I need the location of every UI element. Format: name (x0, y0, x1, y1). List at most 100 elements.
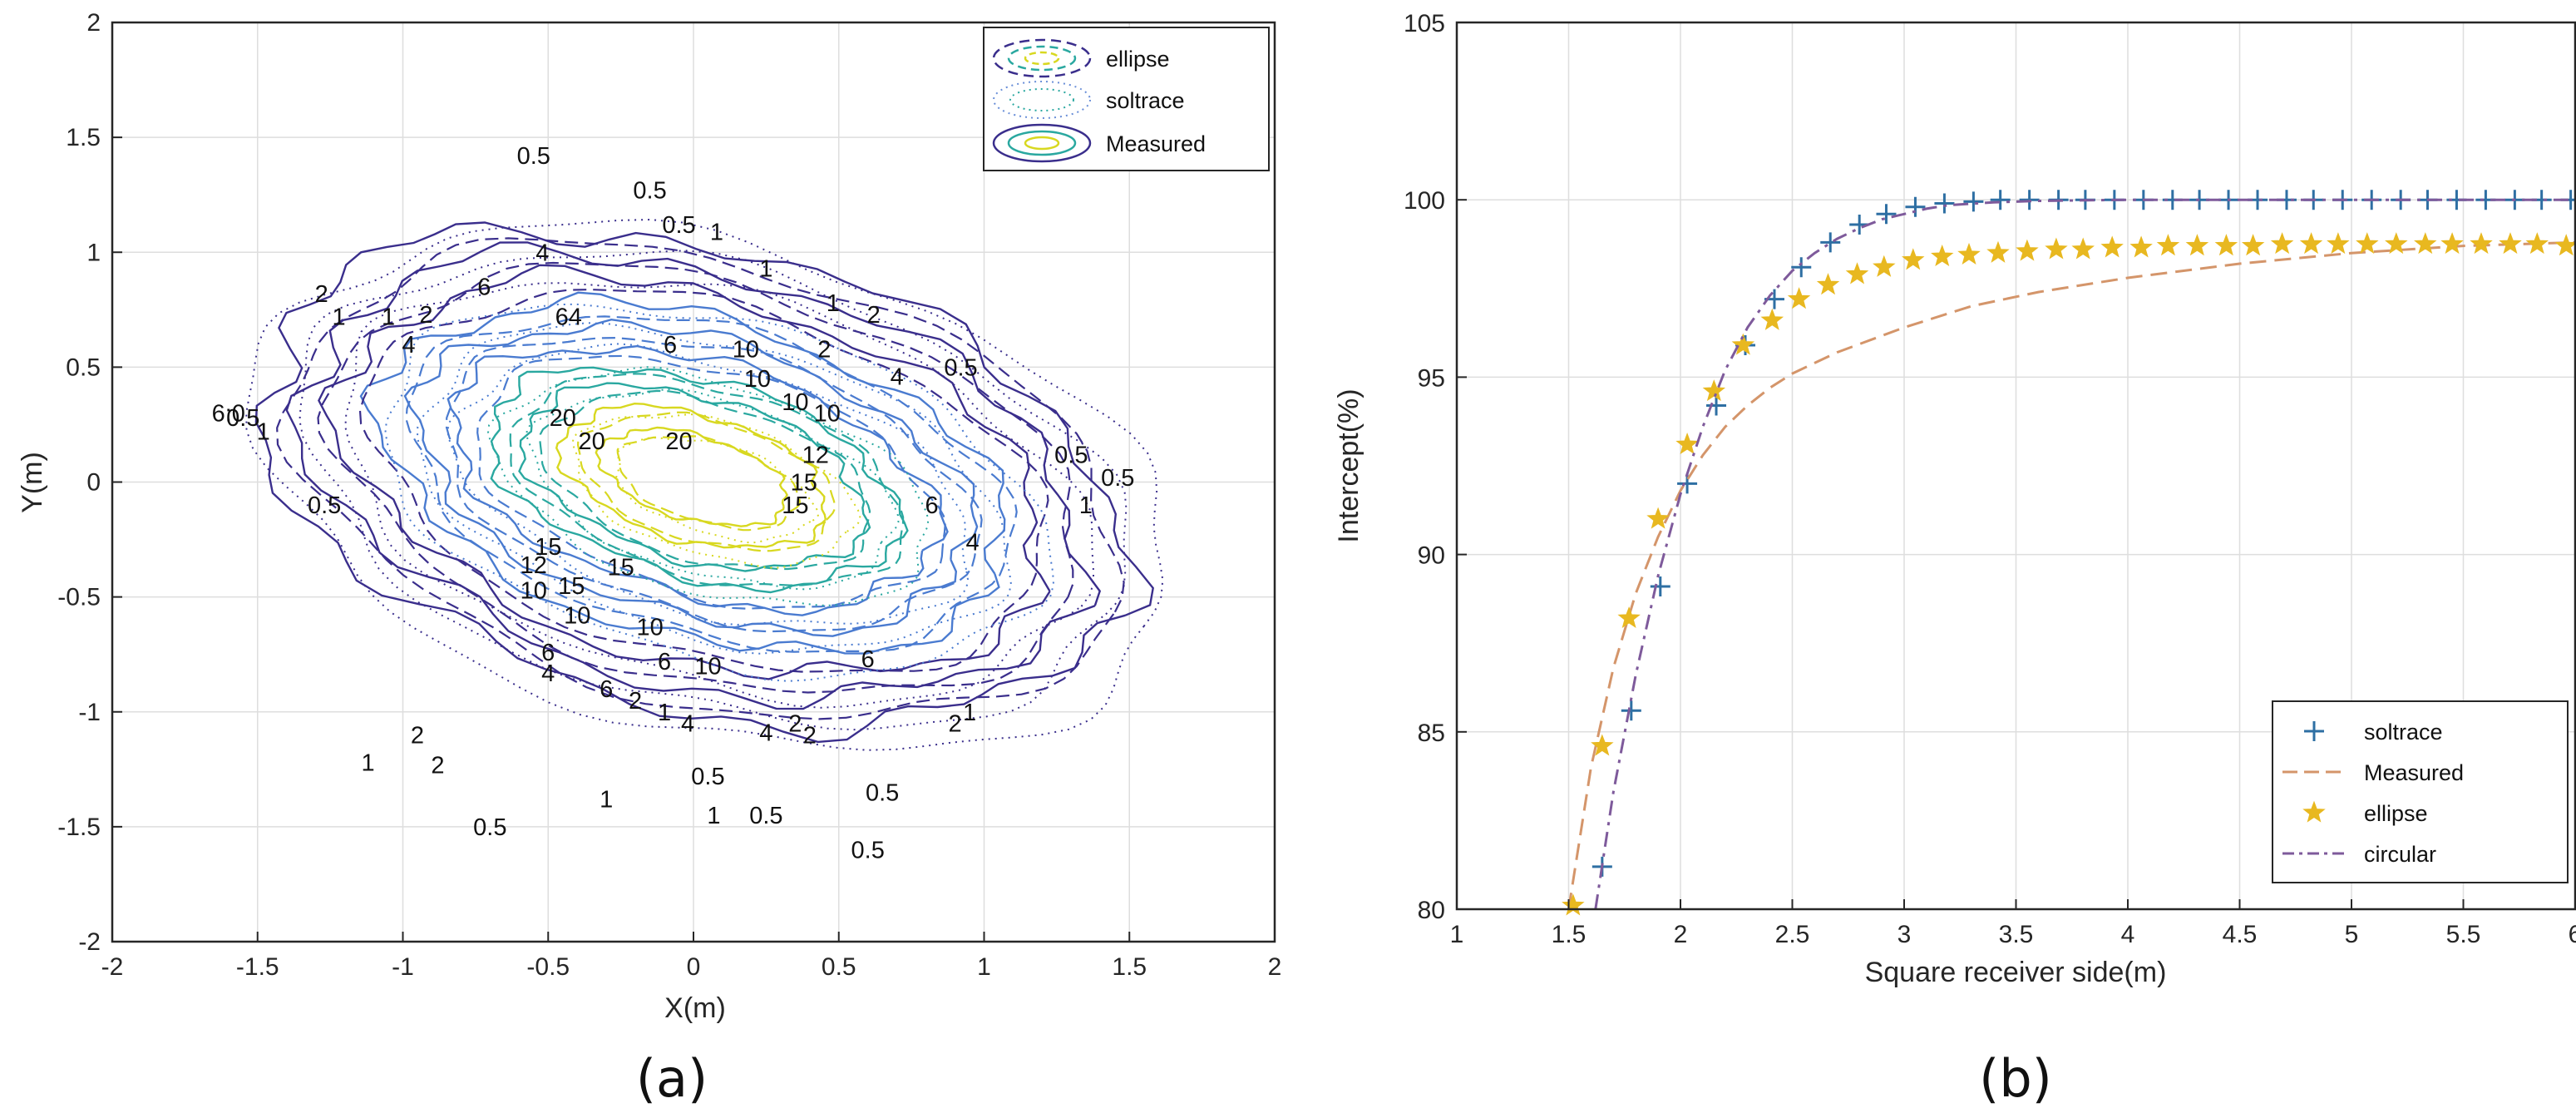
ellipse-point (2270, 232, 2294, 255)
legend-label-soltrace: soltrace (1106, 88, 1185, 113)
contour-ellipse-ring (616, 435, 802, 532)
contour-soltrace-ring (299, 250, 1128, 731)
legend-label-measured: Measured (1106, 131, 1206, 156)
panel-a-x-ticks: -2 -1.5 -1 -0.5 0 0.5 1 1.5 2 (101, 932, 1281, 981)
contour-level-label: 0.5 (691, 764, 724, 790)
contour-level-label: 0.5 (473, 814, 506, 841)
contour-level-label: 1 (710, 219, 723, 245)
ellipse-point (1731, 333, 1755, 355)
contour-level-label: 0.5 (1101, 465, 1134, 492)
contour-level-label: 15 (535, 534, 561, 561)
contour-level-label: 12 (802, 442, 829, 468)
panel-a-y-tick-label: -1 (78, 699, 101, 726)
legend-label-measured: Measured (2364, 760, 2464, 785)
contour-level-label: 0.5 (944, 354, 977, 381)
soltrace-point (1791, 257, 1812, 278)
contour-ellipse-ring (317, 261, 1074, 694)
contour-level-label: 10 (782, 389, 808, 416)
panel-a-x-tick-label: 0.5 (822, 953, 856, 981)
series-measured (1567, 240, 2576, 910)
panel-b-y-tick-label: 100 (1404, 187, 1445, 215)
soltrace-point (2019, 190, 2040, 210)
contour-level-label: 2 (948, 711, 961, 738)
panel-b-x-tick-label: 4.5 (2223, 921, 2258, 948)
ellipse-point (2385, 232, 2408, 255)
contour-measured-ring (518, 382, 871, 572)
contour-level-label: 4 (535, 240, 549, 266)
contour-measured-ring (285, 241, 1102, 710)
contour-level-label: 0.5 (633, 178, 666, 205)
contour-level-label: 20 (665, 428, 692, 455)
panel-a-x-axis-label: X(m) (664, 992, 726, 1024)
panel-a-legend: ellipse soltrace Measured (983, 27, 1270, 171)
contour-ellipse-ring (576, 411, 836, 552)
contour-level-label: 0.5 (226, 405, 259, 432)
contour-level-label: 15 (558, 573, 585, 600)
ellipse-point (2499, 232, 2522, 255)
panel-b-x-tick-label: 2 (1674, 921, 1688, 948)
contour-level-label: 4 (759, 720, 772, 747)
panel-b-x-tick-label: 5.5 (2446, 921, 2481, 948)
contour-level-label: 1 (257, 419, 270, 446)
panel-a-x-tick-label: -2 (101, 953, 124, 981)
panel-b-x-tick-label: 3 (1897, 921, 1912, 948)
panel-b-y-tick-label: 90 (1418, 542, 1445, 570)
panel-b-y-axis-label: Intercept(%) (1333, 388, 1364, 542)
contour-level-label: 10 (521, 577, 547, 604)
contour-level-label: 6 (658, 649, 671, 675)
contour-level-label: 2 (419, 302, 432, 329)
legend-label-soltrace: soltrace (2364, 720, 2443, 745)
contour-level-label: 10 (733, 336, 759, 363)
panel-b-y-tick-label: 85 (1418, 720, 1445, 747)
panel-a-x-tick-label: -1 (392, 953, 414, 981)
ellipse-point (2100, 235, 2124, 258)
legend-swatch-measured (992, 123, 1092, 163)
contour-ellipse-ring (276, 237, 1125, 720)
contour-level-label: 4 (681, 711, 694, 738)
contour-level-label: 0.5 (866, 779, 899, 806)
panel-b-y-tick-label: 80 (1418, 897, 1445, 924)
contour-level-label: 6 (541, 640, 555, 666)
panel-b-x-tick-label: 5 (2345, 921, 2359, 948)
ellipse-point (1760, 308, 1784, 330)
contour-level-label: 64 (555, 304, 582, 331)
series-ellipse (1562, 232, 2576, 916)
panel-a-x-tick-label: -1.5 (236, 953, 279, 981)
contour-measured-ring (403, 318, 979, 637)
legend-label-circular: circular (2364, 842, 2436, 867)
contour-level-label: 15 (782, 492, 808, 519)
panel-a-y-tick-label: -2 (78, 928, 101, 956)
ellipse-point (2129, 235, 2153, 258)
contour-level-label: 0.5 (517, 143, 550, 170)
contour-level-label: 6 (477, 275, 491, 301)
panel-b-x-tick-label: 3.5 (1999, 921, 2034, 948)
series-line-measured (1567, 240, 2576, 910)
legend-label-ellipse: ellipse (1106, 47, 1170, 72)
soltrace-point (1905, 196, 1926, 217)
contour-level-label: 0.5 (308, 492, 341, 519)
soltrace-point (1706, 395, 1727, 416)
panel-a-y-tick-label: 1.5 (66, 124, 101, 151)
contour-level-label: 1 (759, 256, 772, 283)
contour-measured-ring (254, 221, 1154, 744)
contour-soltrace-ring (245, 218, 1164, 751)
soltrace-point (1820, 232, 1841, 253)
soltrace-point (1990, 190, 2011, 210)
contour-measured-ring (318, 264, 1051, 680)
contour-level-label: 1 (827, 290, 840, 317)
ellipse-point (1845, 262, 1869, 284)
contour-level-label: 15 (791, 470, 817, 497)
legend-marker-ellipse (2302, 800, 2326, 823)
ellipse-point (1931, 244, 1954, 267)
panel-a-contour-lines (245, 218, 1164, 751)
soltrace-point (1934, 193, 1955, 214)
panel-b-x-tick-label: 1 (1450, 921, 1464, 948)
ellipse-point (1646, 507, 1670, 529)
contour-level-label: 4 (402, 332, 415, 359)
series-line-circular (1594, 198, 2575, 910)
contour-measured-ring (555, 402, 827, 549)
contour-level-label: 20 (579, 428, 605, 455)
panel-a-caption: (a) (636, 1048, 708, 1109)
contour-level-label: 2 (867, 302, 881, 329)
